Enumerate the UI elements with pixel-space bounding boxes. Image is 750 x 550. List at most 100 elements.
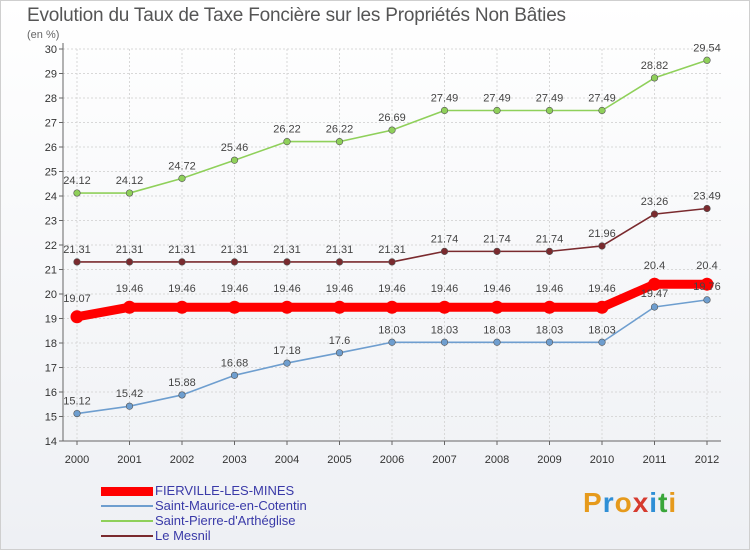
x-tick-label: 2000 — [65, 454, 89, 466]
data-label: 17.18 — [273, 345, 301, 357]
series-point-1 — [440, 338, 449, 346]
data-label: 18.03 — [536, 324, 564, 336]
series-point-3 — [493, 247, 501, 255]
series-point-3 — [230, 258, 239, 266]
data-label: 19.46 — [536, 283, 564, 295]
series-point-1 — [178, 391, 186, 399]
series-point-2 — [598, 106, 606, 115]
data-label: 19.46 — [378, 283, 406, 295]
y-tick-label: 24 — [45, 191, 57, 203]
x-tick-label: 2009 — [537, 454, 561, 466]
series-point-1 — [283, 359, 291, 367]
y-tick-label: 26 — [45, 142, 57, 154]
data-label: 21.74 — [431, 233, 459, 245]
data-label: 19.46 — [221, 283, 249, 295]
series-point-2 — [703, 56, 711, 64]
series-point-1 — [598, 338, 606, 346]
data-label: 24.72 — [168, 160, 196, 172]
y-tick-label: 20 — [45, 289, 57, 301]
y-tick-label: 28 — [45, 93, 57, 105]
legend-swatch — [101, 520, 153, 522]
data-label: 19.46 — [326, 283, 354, 295]
legend-swatch — [101, 535, 153, 537]
data-label: 19.46 — [168, 283, 196, 295]
x-tick-label: 2006 — [380, 454, 404, 466]
data-label: 15.88 — [168, 377, 196, 389]
logo-letter: P — [583, 487, 603, 518]
data-label: 27.49 — [536, 92, 564, 104]
data-label: 18.03 — [378, 324, 406, 336]
series-group — [70, 56, 714, 418]
data-label: 28.82 — [641, 60, 669, 72]
series-point-3 — [388, 258, 396, 266]
proxiti-logo: Proxiti — [583, 487, 677, 519]
y-tick-label: 14 — [45, 436, 57, 448]
logo-letter: o — [614, 487, 633, 518]
series-point-0 — [280, 300, 294, 314]
logo-letter: i — [668, 487, 678, 518]
y-tick-label: 29 — [45, 69, 57, 81]
series-point-2 — [73, 189, 81, 197]
y-tick-label: 15 — [45, 412, 57, 424]
data-label: 15.42 — [116, 388, 144, 400]
data-label: 19.46 — [588, 283, 616, 295]
series-point-3 — [73, 258, 81, 266]
data-label: 18.03 — [483, 324, 511, 336]
x-tick-labels: 2000 2001 2002 2003 2004 2005 2006 2007 2008 2009… — [65, 454, 719, 466]
data-label: 19.76 — [693, 281, 721, 293]
data-label: 17.6 — [329, 335, 350, 347]
series-point-2 — [388, 126, 396, 134]
series-point-2 — [440, 106, 449, 115]
data-label: 26.22 — [273, 124, 301, 136]
data-label: 24.12 — [63, 175, 91, 187]
axes — [59, 43, 721, 445]
data-label: 19.46 — [483, 283, 511, 295]
data-label: 21.31 — [221, 244, 249, 256]
series-point-1 — [493, 338, 501, 346]
series-point-0 — [648, 277, 661, 291]
series-point-3 — [178, 258, 186, 266]
series-point-2 — [230, 156, 239, 164]
series-point-3 — [650, 210, 659, 218]
legend-swatch — [101, 505, 153, 507]
series-point-0 — [595, 300, 609, 314]
data-label: 21.31 — [326, 244, 354, 256]
series-point-2 — [178, 174, 186, 182]
data-labels: 19.07 19.46 19.46 19.46 19.46 19.46 19.46 19.46… — [63, 42, 721, 407]
x-tick-label: 2003 — [222, 454, 246, 466]
series-point-0 — [490, 300, 504, 314]
series-point-1 — [73, 409, 81, 418]
data-label: 21.74 — [536, 233, 564, 245]
series-point-0 — [70, 310, 84, 324]
x-tick-label: 2011 — [643, 454, 667, 466]
y-tick-labels: 14 15 16 17 18 19 20 21 22 23 24 25 26 27 28 29 30 — [45, 44, 57, 448]
series-point-2 — [650, 74, 659, 82]
data-label: 25.46 — [221, 142, 249, 154]
series-point-3 — [703, 204, 711, 213]
series-point-0 — [175, 300, 189, 314]
series-point-0 — [438, 300, 451, 314]
data-label: 18.03 — [431, 324, 459, 336]
series-point-1 — [335, 349, 344, 357]
series-point-1 — [388, 338, 396, 346]
data-label: 19.46 — [431, 283, 459, 295]
data-label: 24.12 — [116, 175, 144, 187]
data-label: 23.49 — [693, 190, 721, 202]
series-point-3 — [125, 258, 134, 266]
series-point-2 — [545, 106, 554, 115]
series-point-3 — [335, 258, 344, 266]
data-label: 23.26 — [641, 196, 669, 208]
x-tick-label: 2001 — [117, 454, 141, 466]
y-tick-label: 16 — [45, 387, 57, 399]
data-label: 19.47 — [641, 288, 669, 300]
series-point-0 — [333, 300, 346, 314]
data-label: 15.12 — [63, 396, 91, 408]
series-point-3 — [545, 247, 554, 255]
series-line-1 — [76, 299, 708, 415]
data-label: 27.49 — [431, 92, 459, 104]
data-label: 16.68 — [221, 357, 249, 369]
x-tick-label: 2010 — [590, 454, 614, 466]
series-point-3 — [283, 258, 291, 266]
data-label: 21.31 — [273, 244, 301, 256]
